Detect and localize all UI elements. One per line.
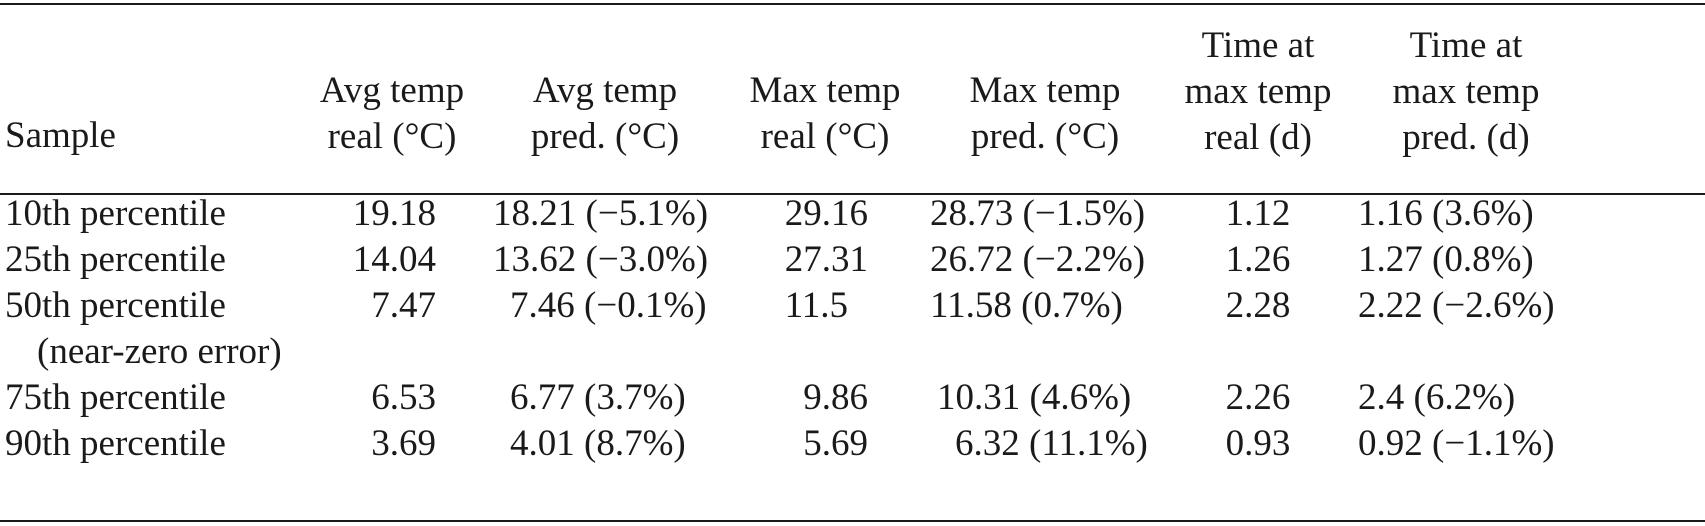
header-sample: Sample xyxy=(5,115,116,156)
table-row-5-sample: 90th percentile xyxy=(5,423,226,464)
table-row-3-max-real: 11.5 xyxy=(784,285,848,326)
header-avg-temp-real: Avg temp real (°C) xyxy=(319,70,465,157)
table-row-4-max-pred: 10.31 (4.6%) xyxy=(937,377,1132,418)
table-row-5-avg-pred: 4.01 (8.7%) xyxy=(510,423,686,464)
table-row-4-sample: 75th percentile xyxy=(5,377,226,418)
header-rule xyxy=(0,193,1705,195)
table-row-3-max-pred: 11.58 (0.7%) xyxy=(930,285,1123,326)
table-row-1-avg-pred: 18.21 (−5.1%) xyxy=(493,193,709,234)
table-row-3-time-pred: 2.22 (−2.6%) xyxy=(1358,285,1555,326)
table-row-1-time-real: 1.12 xyxy=(1225,193,1291,234)
table-row-2-time-real: 1.26 xyxy=(1225,239,1291,280)
table-row-2-max-real: 27.31 xyxy=(784,239,868,280)
table-row-4-max-real: 9.86 xyxy=(803,377,868,418)
table-row-2-avg-pred: 13.62 (−3.0%) xyxy=(493,239,709,280)
table-row-3-time-real: 2.28 xyxy=(1225,285,1291,326)
table-row-4-time-pred: 2.4 (6.2%) xyxy=(1358,377,1516,418)
table-row-3-note: (near-zero error) xyxy=(37,331,282,372)
table-row-1-avg-real: 19.18 xyxy=(352,193,436,234)
table-row-3-avg-real: 7.47 xyxy=(371,285,436,326)
table-row-2-avg-real: 14.04 xyxy=(352,239,436,280)
table-row-2-sample: 25th percentile xyxy=(5,239,226,280)
table-row-5-time-real: 0.93 xyxy=(1225,423,1291,464)
header-time-max-temp-pred: Time at max temp pred. (d) xyxy=(1392,25,1540,158)
header-avg-temp-pred: Avg temp pred. (°C) xyxy=(530,70,680,157)
header-max-temp-real: Max temp real (°C) xyxy=(749,70,901,157)
bottom-rule xyxy=(0,520,1705,522)
table-row-3-sample: 50th percentile xyxy=(5,285,226,326)
table-row-5-max-real: 5.69 xyxy=(803,423,868,464)
table-row-1-sample: 10th percentile xyxy=(5,193,226,234)
top-rule xyxy=(0,3,1705,5)
table-row-3-avg-pred: 7.46 (−0.1%) xyxy=(510,285,707,326)
table-row-5-time-pred: 0.92 (−1.1%) xyxy=(1358,423,1555,464)
table-row-5-max-pred: 6.32 (11.1%) xyxy=(955,423,1148,464)
table-row-2-time-pred: 1.27 (0.8%) xyxy=(1358,239,1534,280)
table-row-5-avg-real: 3.69 xyxy=(371,423,436,464)
table-row-2-max-pred: 26.72 (−2.2%) xyxy=(930,239,1146,280)
table-row-1-max-real: 29.16 xyxy=(784,193,868,234)
table-row-4-avg-real: 6.53 xyxy=(371,377,436,418)
table-row-1-time-pred: 1.16 (3.6%) xyxy=(1358,193,1534,234)
table-row-4-time-real: 2.26 xyxy=(1225,377,1291,418)
table-row-4-avg-pred: 6.77 (3.7%) xyxy=(510,377,686,418)
header-max-temp-pred: Max temp pred. (°C) xyxy=(969,70,1121,157)
table-row-1-max-pred: 28.73 (−1.5%) xyxy=(930,193,1146,234)
header-time-max-temp-real: Time at max temp real (d) xyxy=(1184,25,1332,158)
